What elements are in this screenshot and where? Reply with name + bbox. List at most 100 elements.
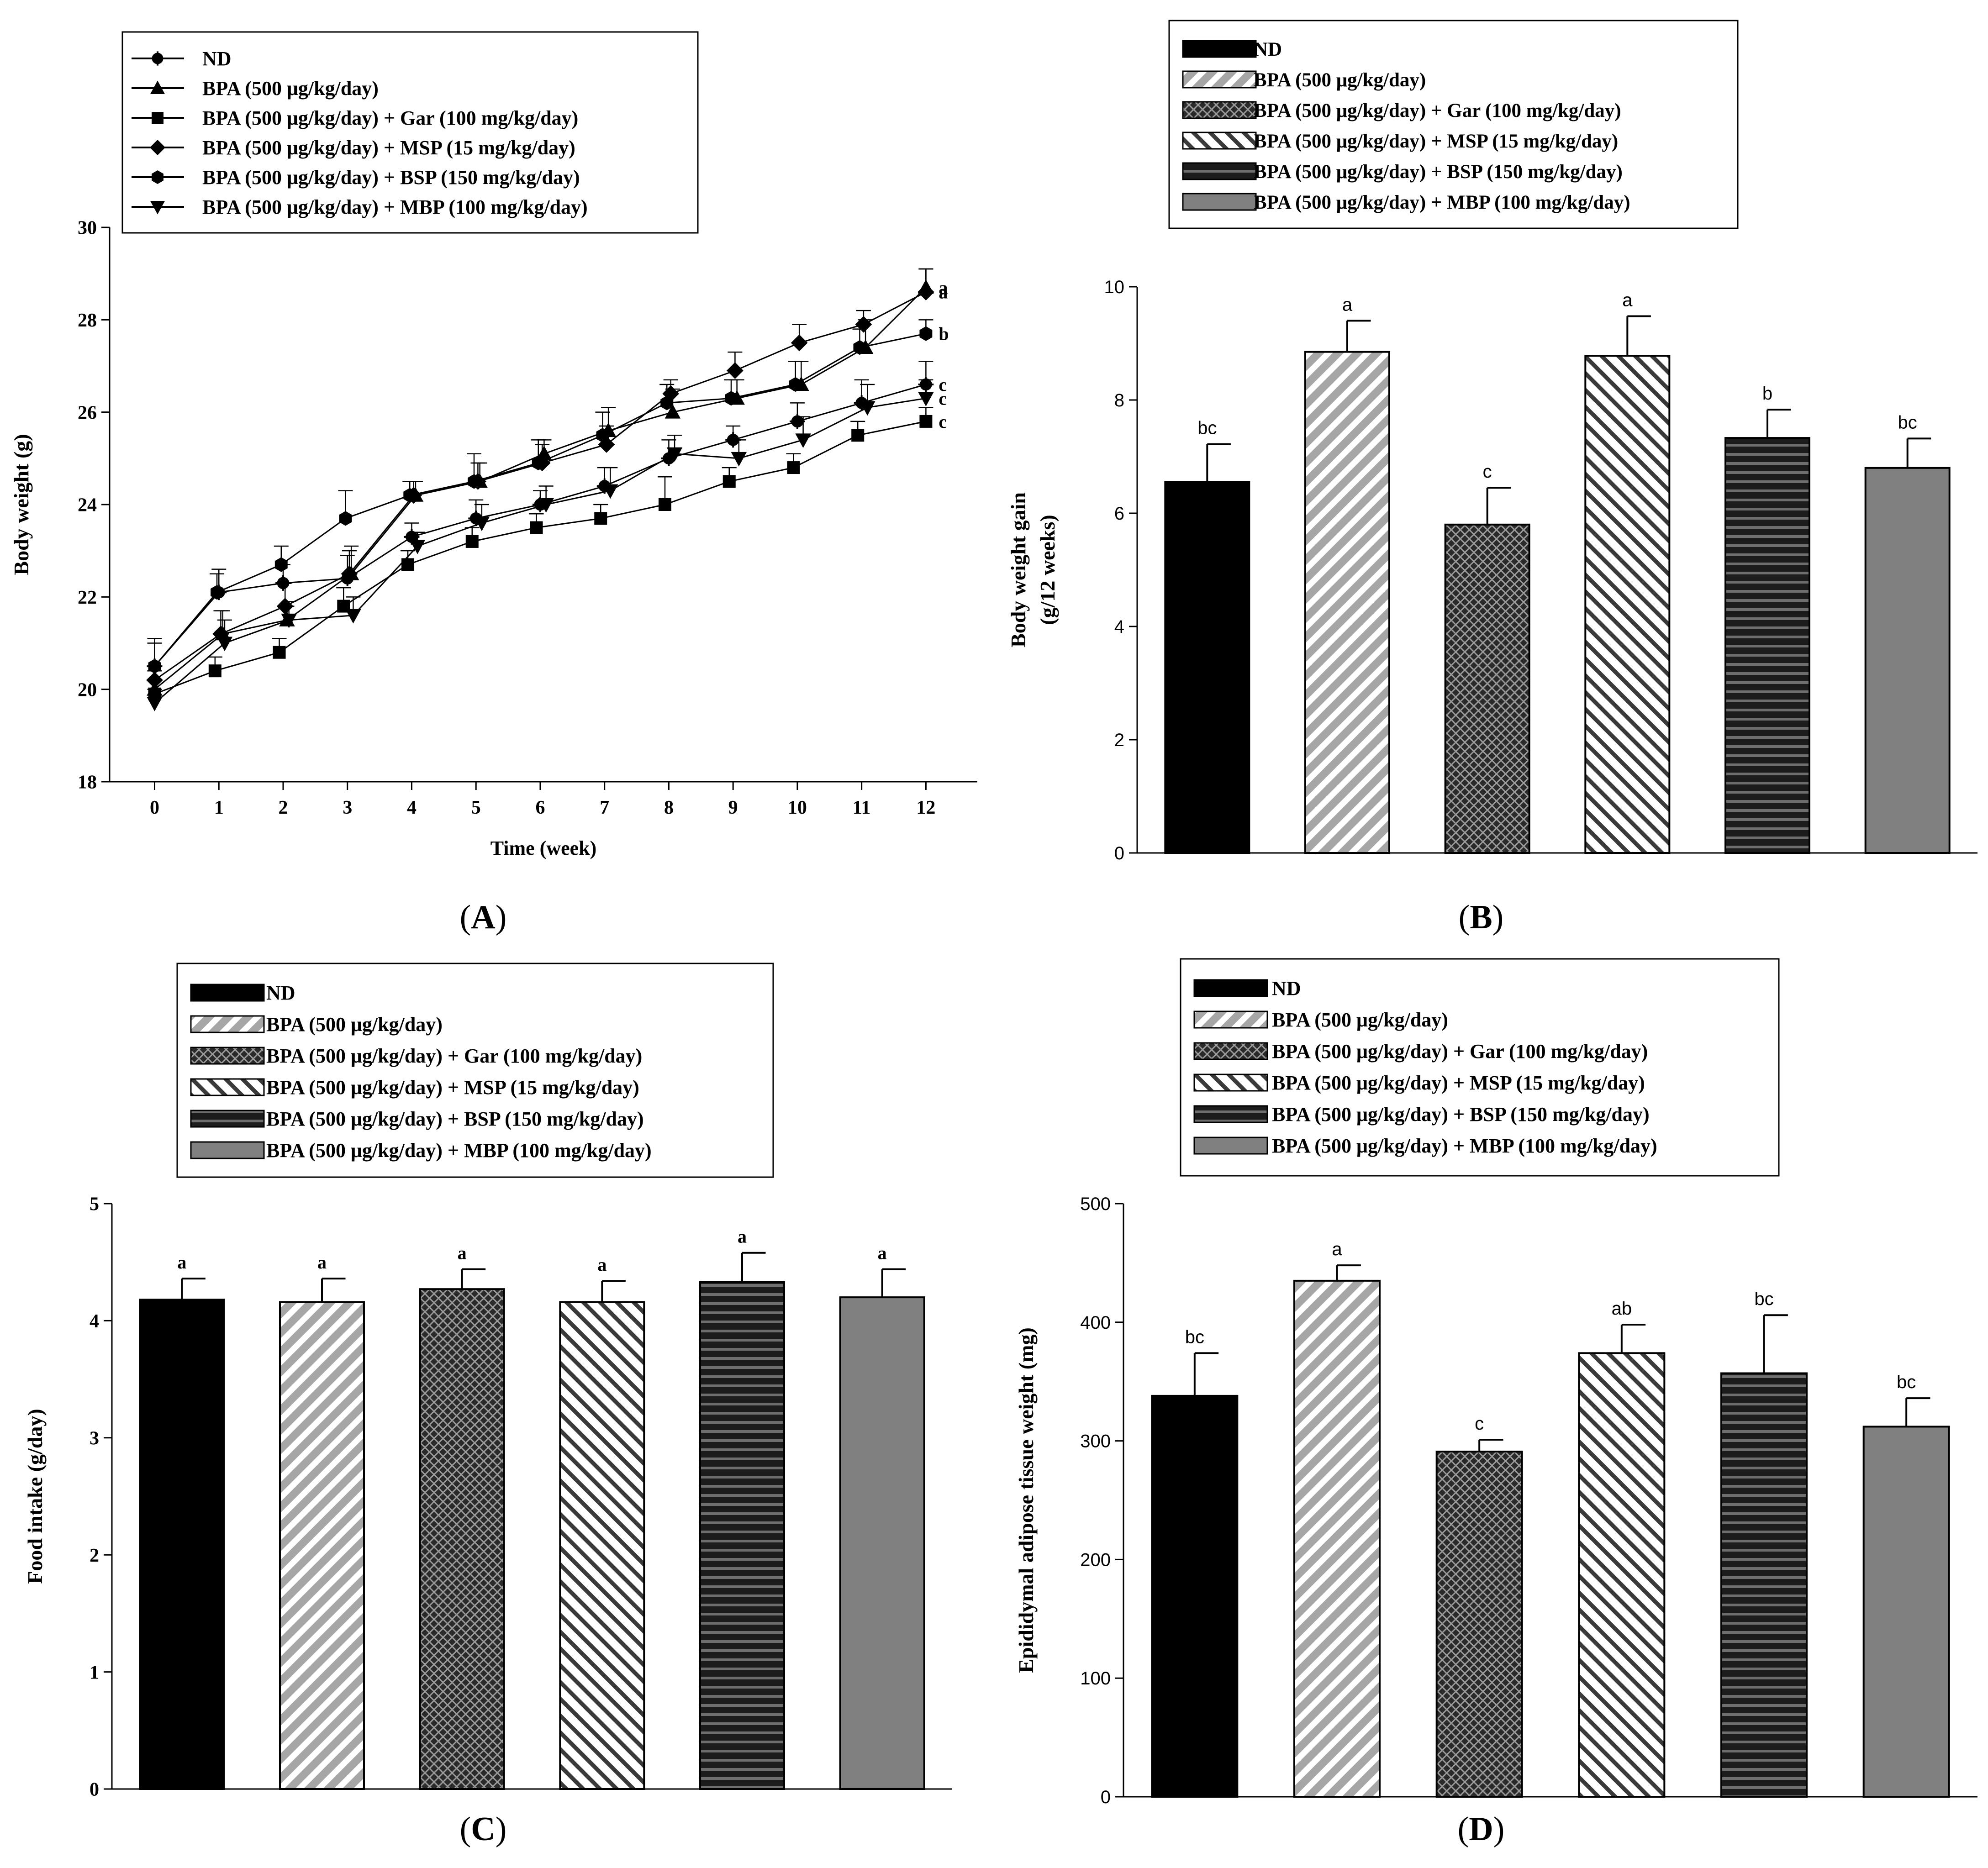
x-tick-label: 1 [214, 797, 224, 818]
bar [1584, 355, 1671, 854]
marker-diamond [855, 316, 872, 333]
legend-swatch [190, 984, 265, 1002]
bar [139, 1299, 225, 1790]
y-tick-label: 0 [1101, 1787, 1111, 1807]
panel-label-c: (C) [460, 1810, 507, 1848]
y-tick-label: 8 [1114, 390, 1124, 410]
legend-label: BPA (500 μg/kg/day) + BSP (150 mg/kg/day… [1254, 161, 1623, 183]
panel-label-a: (A) [460, 899, 507, 936]
legend-swatch [190, 1015, 265, 1033]
y-tick-label: 20 [78, 679, 97, 700]
legend-label: BPA (500 μg/kg/day) + MSP (15 mg/kg/day) [1254, 131, 1618, 152]
marker-hexagon [660, 395, 674, 410]
marker-triangle-down [795, 433, 811, 448]
y-tick-label: 0 [1114, 843, 1124, 863]
marker-triangle-down [602, 484, 618, 499]
panel-label-d: (D) [1458, 1810, 1505, 1848]
series-5: c [147, 379, 947, 711]
panel-b-bar-chart: ND BPA (500 μg/kg/day) BPA (500 μg/kg/day)… [1007, 20, 1977, 863]
legend-swatch [190, 1110, 265, 1128]
y-tick-label: 4 [90, 1311, 99, 1332]
bar [279, 1301, 365, 1790]
legend-swatch [1193, 1042, 1268, 1060]
marker-triangle [664, 404, 681, 419]
y-tick-label: 0 [90, 1779, 99, 1800]
legend-label: BPA (500 μg/kg/day) [1254, 69, 1426, 91]
marker-triangle-down [216, 637, 233, 652]
marker-hexagon [532, 455, 545, 471]
panel-a-line-chart: ND BPA (500 μg/kg/day) BPA (500 μg/kg/day)… [10, 31, 977, 859]
marker-square [530, 521, 543, 534]
significance-label: a [177, 1252, 186, 1273]
legend-swatch [190, 1141, 265, 1159]
legend-swatch [1193, 1010, 1268, 1029]
x-tick-label: 0 [150, 797, 159, 818]
y-tick-label: 22 [78, 587, 97, 608]
legend-swatch [1193, 1137, 1268, 1155]
significance-label: bc [1754, 1289, 1773, 1309]
significance-label: bc [1197, 418, 1217, 438]
significance-label: b [1762, 384, 1772, 404]
marker-hexagon [403, 488, 417, 503]
y-tick-label: 10 [1104, 277, 1125, 297]
marker-hexagon [919, 326, 933, 341]
legend-label: BPA (500 μg/kg/day) + Gar (100 mg/kg/day… [1272, 1040, 1648, 1063]
marker-square [787, 461, 800, 474]
significance-label: a [317, 1252, 327, 1273]
bar [1304, 351, 1390, 854]
significance-label: a [458, 1243, 467, 1263]
marker-diamond [146, 672, 163, 689]
legend-swatch [190, 1078, 265, 1096]
y-tick-label: 24 [78, 495, 97, 516]
legend-label: BPA (500 μg/kg/day) + MBP (100 mg/kg/day… [1272, 1135, 1657, 1157]
legend-swatch [1182, 162, 1257, 180]
y-axis-title-line2: (g/12 weeks) [1036, 515, 1059, 625]
series-line [154, 287, 927, 690]
bar [1435, 1450, 1523, 1798]
bar [1724, 437, 1810, 854]
y-tick-label: 300 [1080, 1431, 1111, 1452]
marker-hexagon [789, 377, 802, 392]
marker-triangle-down [345, 609, 361, 624]
marker-triangle-down [918, 392, 934, 407]
legend-swatch [1182, 193, 1257, 211]
legend-swatch [190, 1047, 265, 1065]
significance-label: a [878, 1243, 887, 1263]
marker-triangle-down [538, 498, 554, 513]
bar [699, 1281, 785, 1790]
bar [1720, 1372, 1808, 1798]
significance-label: c [1483, 462, 1492, 482]
bar [559, 1301, 645, 1790]
x-tick-label: 9 [728, 797, 738, 818]
significance-label: c [939, 388, 947, 409]
y-tick-label: 2 [90, 1545, 99, 1566]
marker-hexagon [274, 557, 288, 572]
legend-label: BPA (500 μg/kg/day) [1272, 1009, 1448, 1031]
legend-swatch [1193, 979, 1268, 997]
marker-square [465, 535, 479, 548]
series-1: a [147, 268, 948, 696]
bar [1293, 1279, 1381, 1798]
marker-diamond [598, 436, 615, 453]
x-tick-label: 4 [407, 797, 417, 818]
significance-label: ab [1612, 1299, 1632, 1319]
marker-diamond [918, 284, 934, 300]
legend-label: BPA (500 μg/kg/day) + BSP (150 mg/kg/day… [202, 166, 580, 189]
y-tick-label: 28 [78, 310, 97, 331]
significance-label: bc [1185, 1327, 1204, 1347]
legend-box [121, 31, 699, 234]
x-tick-label: 10 [788, 797, 807, 818]
legend-label: BPA (500 μg/kg/day) + MSP (15 mg/kg/day) [266, 1076, 639, 1099]
bar [1444, 523, 1530, 854]
bar [1164, 481, 1250, 854]
y-tick-label: 1 [90, 1662, 99, 1683]
marker-square [722, 475, 736, 488]
significance-label: bc [1897, 1372, 1916, 1392]
legend-label: ND [1254, 39, 1282, 60]
marker-triangle-down [860, 401, 875, 416]
significance-label: a [939, 278, 948, 298]
significance-label: a [939, 282, 948, 303]
significance-label: a [597, 1254, 606, 1275]
legend-label: BPA (500 μg/kg/day) + MBP (100 mg/kg/day… [266, 1139, 652, 1162]
marker-square [152, 112, 163, 124]
